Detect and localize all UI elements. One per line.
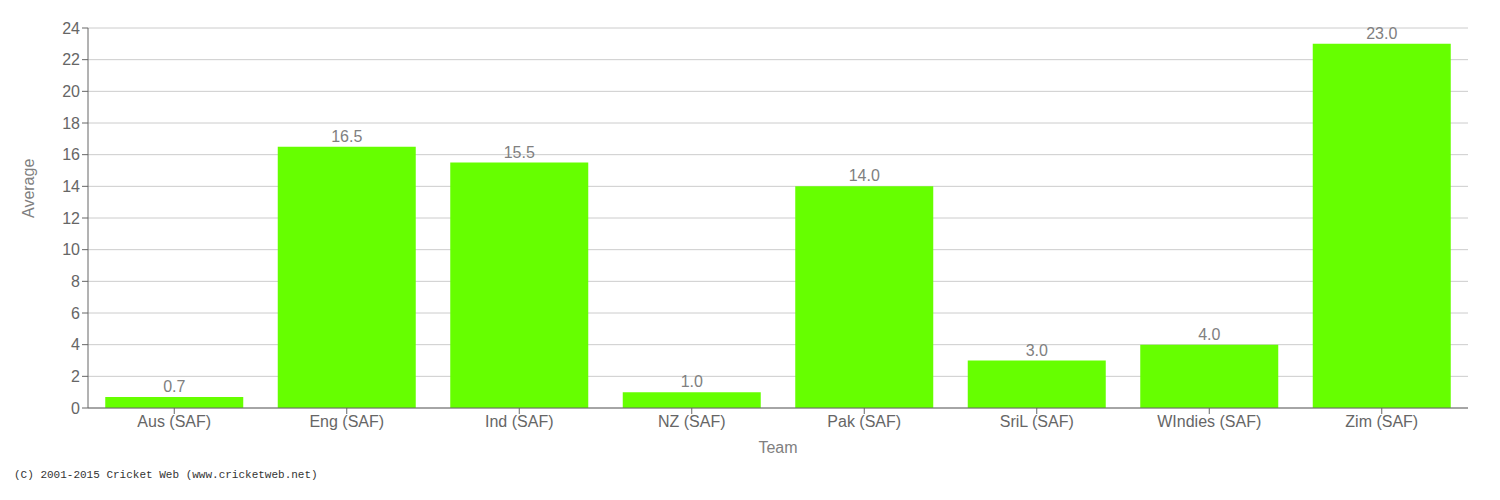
svg-text:20: 20 bbox=[62, 83, 80, 100]
svg-text:16: 16 bbox=[62, 146, 80, 163]
svg-text:2: 2 bbox=[71, 368, 80, 385]
svg-text:6: 6 bbox=[71, 305, 80, 322]
svg-text:Eng (SAF): Eng (SAF) bbox=[309, 413, 384, 430]
svg-text:4: 4 bbox=[71, 336, 80, 353]
svg-text:1.0: 1.0 bbox=[681, 373, 703, 390]
svg-text:0: 0 bbox=[71, 400, 80, 417]
svg-text:Pak (SAF): Pak (SAF) bbox=[827, 413, 901, 430]
svg-text:22: 22 bbox=[62, 51, 80, 68]
svg-text:4.0: 4.0 bbox=[1198, 326, 1220, 343]
svg-text:14: 14 bbox=[62, 178, 80, 195]
svg-text:12: 12 bbox=[62, 210, 80, 227]
svg-text:3.0: 3.0 bbox=[1026, 342, 1048, 359]
svg-text:0.7: 0.7 bbox=[163, 378, 185, 395]
svg-text:Team: Team bbox=[758, 439, 797, 456]
svg-text:16.5: 16.5 bbox=[331, 128, 362, 145]
svg-text:24: 24 bbox=[62, 20, 80, 37]
svg-text:Ind (SAF): Ind (SAF) bbox=[485, 413, 553, 430]
svg-text:8: 8 bbox=[71, 273, 80, 290]
svg-text:23.0: 23.0 bbox=[1366, 25, 1397, 42]
svg-text:NZ (SAF): NZ (SAF) bbox=[658, 413, 726, 430]
svg-text:Aus (SAF): Aus (SAF) bbox=[137, 413, 211, 430]
svg-text:Zim (SAF): Zim (SAF) bbox=[1345, 413, 1418, 430]
html-text:(C) 2001-2015 Cricket Web (www: (C) 2001-2015 Cricket Web (www.cricketwe… bbox=[14, 469, 318, 481]
svg-text:10: 10 bbox=[62, 241, 80, 258]
svg-text:15.5: 15.5 bbox=[504, 144, 535, 161]
svg-text:WIndies (SAF): WIndies (SAF) bbox=[1157, 413, 1261, 430]
svg-text:SriL (SAF): SriL (SAF) bbox=[1000, 413, 1074, 430]
svg-text:14.0: 14.0 bbox=[849, 167, 880, 184]
svg-text:18: 18 bbox=[62, 115, 80, 132]
svg-text:Average: Average bbox=[20, 159, 37, 218]
